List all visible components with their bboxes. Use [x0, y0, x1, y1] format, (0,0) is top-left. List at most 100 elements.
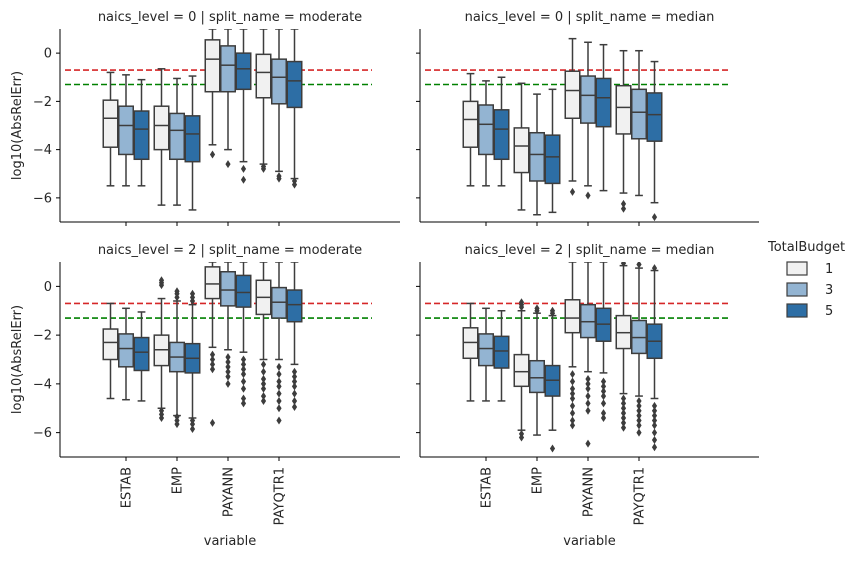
outlier-point — [585, 384, 591, 393]
outlier-point — [620, 204, 627, 213]
panel-plot-area — [65, 29, 372, 211]
box-iqr — [564, 70, 581, 120]
box-iqr — [271, 58, 287, 105]
outlier-point — [225, 160, 231, 169]
y-tick-label: 0 — [44, 280, 52, 295]
box-iqr — [204, 266, 221, 300]
outlier-point — [260, 396, 267, 405]
outlier-point — [209, 355, 216, 364]
box-iqr — [580, 75, 596, 124]
box-payann-budget-1 — [564, 37, 581, 196]
x-tick-label: PAYANN — [222, 467, 237, 517]
box-payann-budget-3 — [580, 262, 596, 448]
outlier-point — [569, 377, 576, 386]
outlier-point — [636, 406, 642, 415]
outlier-point — [636, 411, 642, 420]
box-iqr — [286, 60, 303, 109]
box-iqr — [564, 299, 581, 334]
outlier-point — [240, 164, 247, 173]
outlier-point — [225, 362, 231, 371]
outlier-point — [291, 372, 298, 381]
outlier-point — [291, 396, 298, 405]
box-payqtr1-budget-5 — [646, 60, 663, 222]
outlier-point — [189, 289, 196, 298]
outlier-point — [636, 416, 642, 425]
box-payann-budget-3 — [580, 41, 596, 200]
box-iqr — [118, 333, 134, 368]
box-iqr — [595, 77, 612, 128]
legend-label-5: 5 — [825, 304, 833, 319]
box-emp-budget-1 — [513, 298, 530, 442]
box-iqr — [529, 131, 545, 182]
box-iqr — [615, 84, 632, 135]
box-iqr — [102, 99, 119, 148]
outlier-point — [240, 365, 247, 374]
outlier-point — [291, 377, 298, 386]
box-payqtr1-budget-1 — [615, 262, 632, 432]
y-tick-label: 0 — [44, 47, 52, 62]
outlier-point — [276, 416, 282, 425]
box-iqr — [255, 53, 272, 99]
box-iqr — [235, 274, 252, 308]
box-estab-budget-5 — [493, 76, 510, 187]
outlier-point — [209, 350, 216, 359]
panel-2: naics_level = 0 | split_name = median — [416, 10, 759, 226]
x-axis-label: variable — [204, 534, 256, 549]
x-tick-label: ESTAB — [120, 467, 135, 508]
outlier-point — [276, 404, 282, 413]
outlier-point — [569, 384, 576, 393]
outlier-point — [636, 396, 642, 405]
panel-3: naics_level = 2 | split_name = moderate 0… — [10, 243, 400, 549]
box-iqr — [493, 109, 510, 161]
outlier-point — [636, 428, 642, 437]
outlier-point — [651, 411, 658, 420]
box-emp-budget-3 — [529, 304, 545, 436]
outlier-point — [240, 384, 247, 393]
y-tick-label: −4 — [33, 143, 52, 158]
box-estab-budget-1 — [462, 302, 479, 402]
outlier-point — [585, 439, 591, 448]
outlier-point — [549, 306, 556, 315]
box-payann-budget-3 — [220, 29, 236, 169]
outlier-point — [240, 394, 247, 403]
panel-plot-area — [425, 262, 731, 453]
legend-label-3: 3 — [825, 283, 833, 298]
box-iqr — [133, 336, 150, 372]
box-iqr — [102, 328, 119, 361]
outlier-point — [276, 377, 282, 386]
box-payqtr1-budget-3 — [631, 262, 647, 437]
outlier-point — [569, 416, 576, 425]
box-payann-budget-5 — [595, 262, 612, 422]
outlier-point — [600, 382, 607, 391]
box-iqr — [493, 335, 510, 369]
outlier-point — [600, 414, 607, 422]
box-estab-budget-3 — [118, 307, 134, 401]
box-payqtr1-budget-5 — [646, 264, 663, 452]
outlier-point — [189, 424, 196, 433]
box-emp-budget-5 — [544, 88, 561, 214]
box-estab-budget-3 — [478, 307, 494, 402]
outlier-point — [600, 377, 607, 386]
box-iqr — [478, 333, 494, 367]
box-payann-budget-1 — [204, 29, 221, 159]
outlier-point — [569, 409, 576, 418]
panel-plot-area — [65, 262, 372, 433]
box-iqr — [286, 289, 303, 323]
outlier-point — [651, 443, 658, 452]
box-iqr — [478, 104, 494, 156]
box-payann-budget-5 — [235, 262, 252, 408]
box-estab-budget-3 — [478, 80, 494, 187]
outlier-point — [240, 370, 247, 379]
outlier-point — [518, 303, 525, 312]
box-payqtr1-budget-1 — [615, 49, 632, 213]
panel-title: naics_level = 0 | split_name = median — [465, 10, 715, 25]
outlier-point — [240, 377, 247, 386]
outlier-point — [636, 262, 642, 269]
x-tick-label: PAYQTR1 — [633, 467, 648, 525]
box-payann-budget-1 — [204, 262, 221, 427]
legend-title: TotalBudget — [767, 240, 845, 255]
box-estab-budget-5 — [133, 78, 150, 187]
box-emp-budget-5 — [184, 75, 201, 211]
outlier-point — [620, 199, 627, 208]
box-emp-budget-5 — [544, 306, 561, 453]
